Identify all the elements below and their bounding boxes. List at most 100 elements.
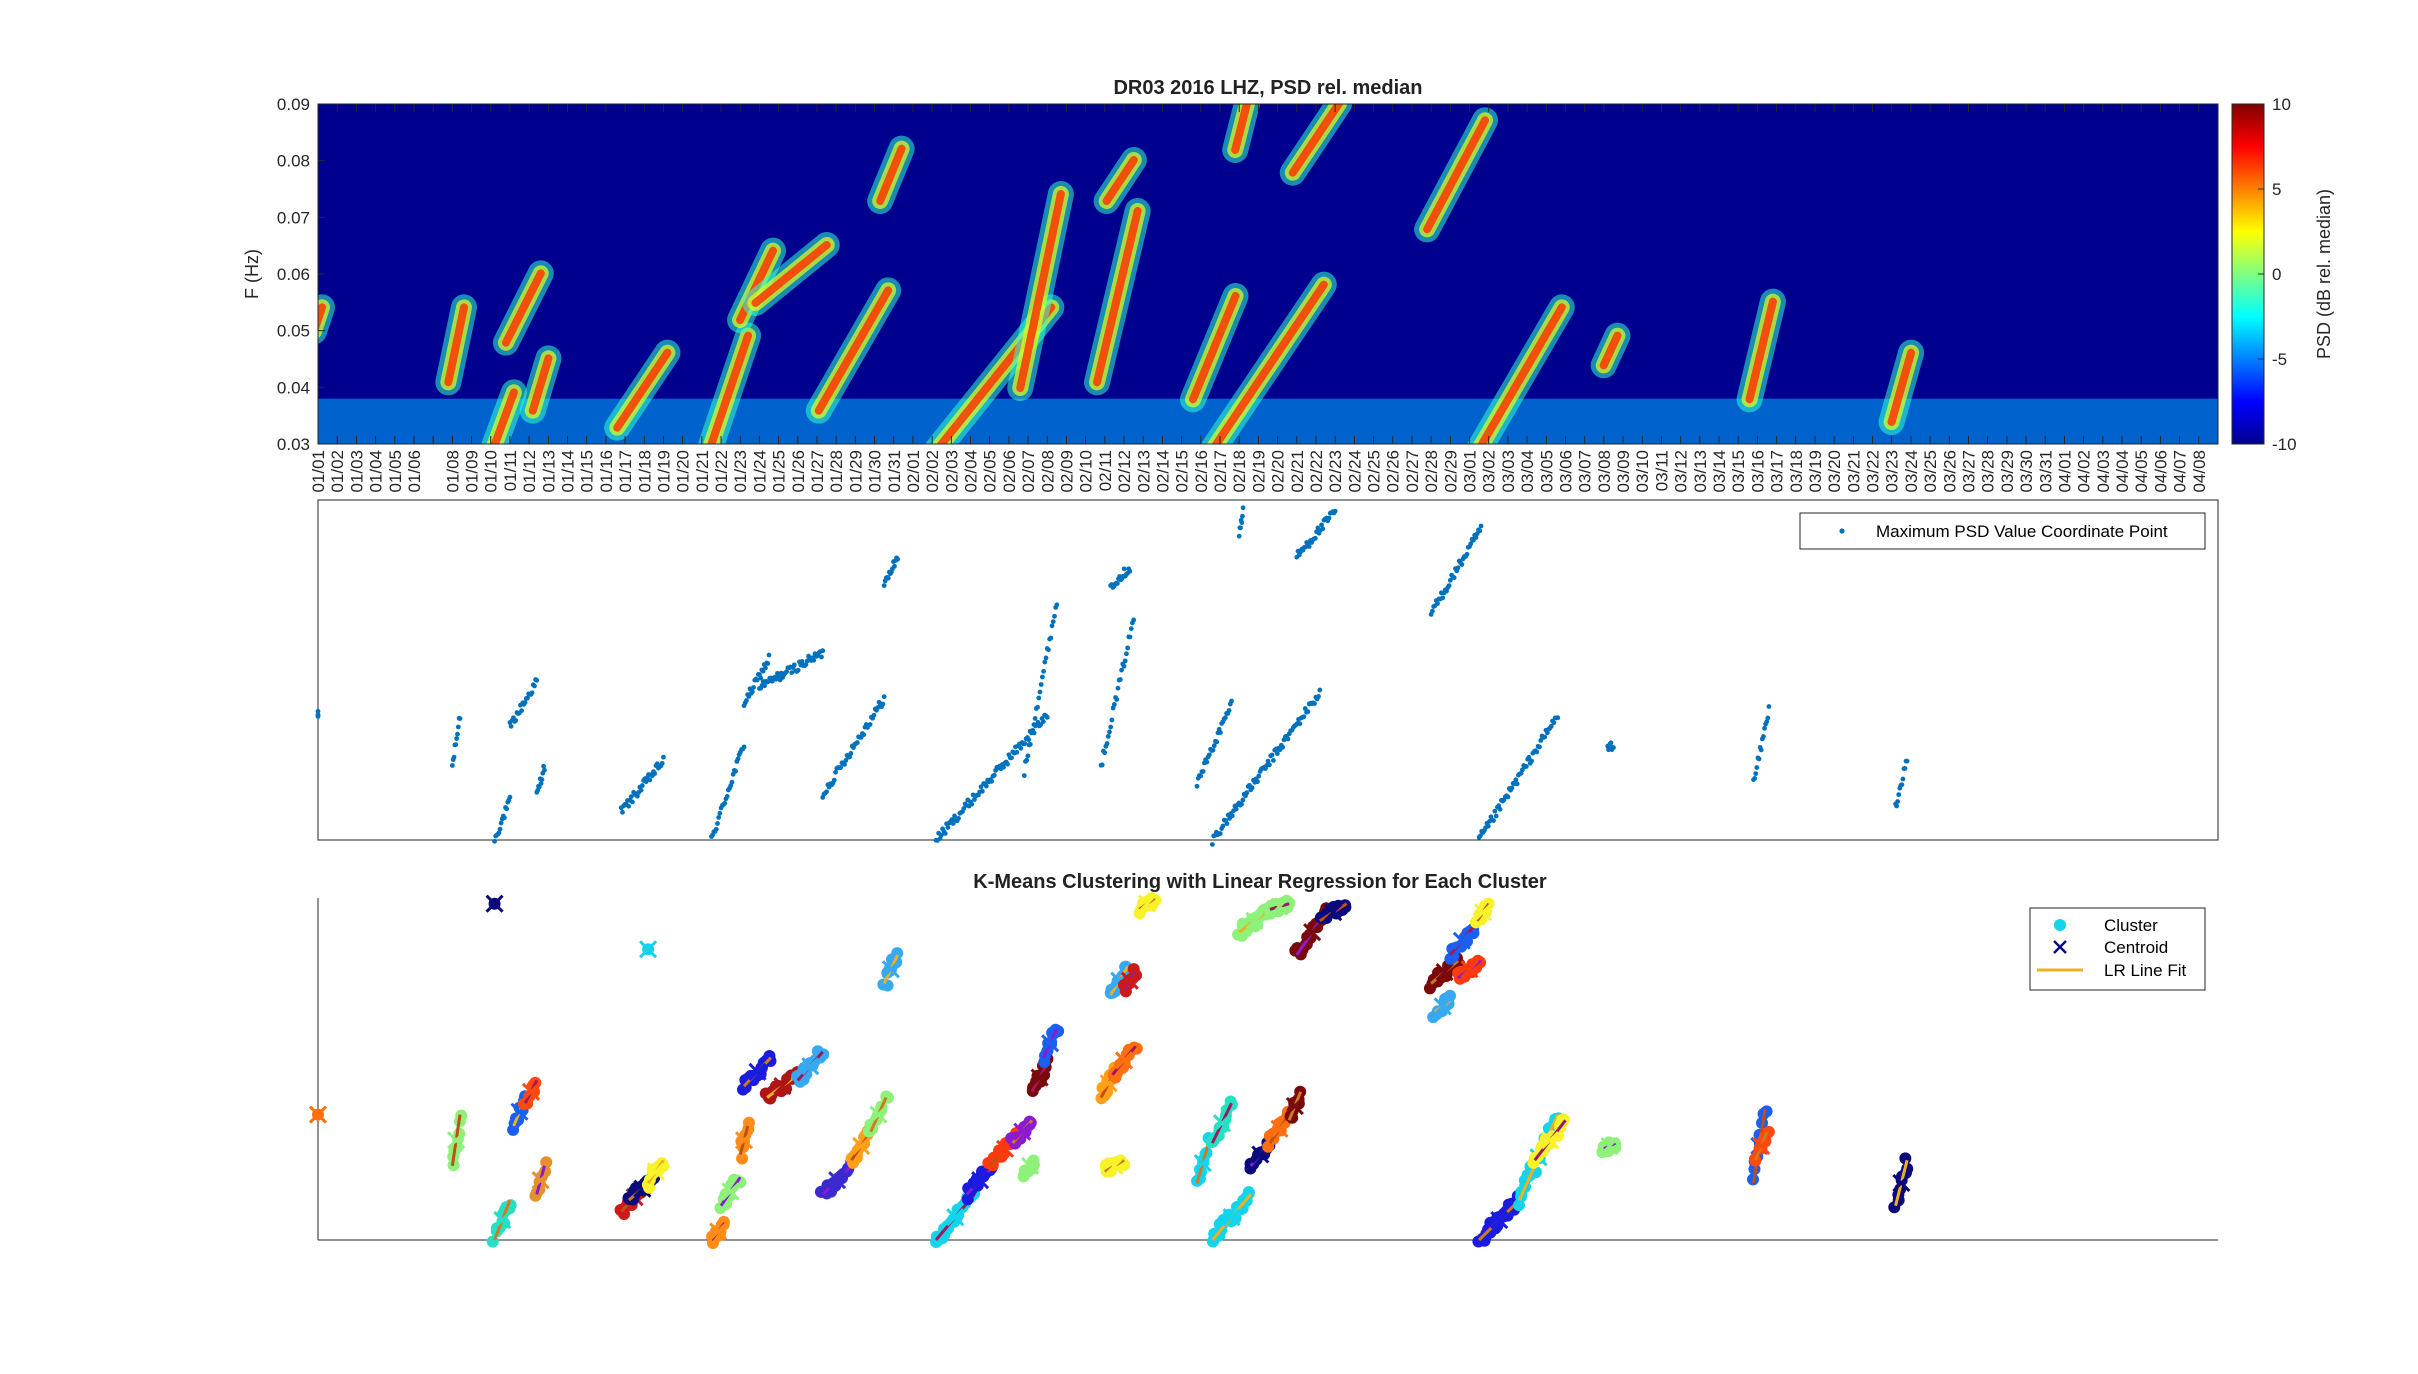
max-psd-point (945, 825, 951, 830)
spectrogram-streak (444, 303, 469, 387)
max-psd-point (1896, 792, 1902, 798)
max-psd-point (1894, 803, 1900, 809)
max-psd-point (1233, 806, 1239, 812)
max-psd-point (504, 806, 510, 812)
spectrogram-x-tick-label: 03/11 (1652, 450, 1671, 491)
max-psd-point (1009, 755, 1014, 761)
kmeans-legend: Cluster Centroid LR Line Fit (2029, 907, 2206, 991)
max-psd-point (1478, 523, 1484, 529)
spectrogram-x-tick-label: 02/09 (1057, 450, 1076, 493)
spectrogram-x-tick-label: 03/16 (1748, 450, 1767, 493)
max-psd-point (1280, 744, 1286, 750)
max-psd-point (949, 817, 955, 823)
spectrogram-x-tick-label: 01/20 (674, 450, 693, 493)
max-psd-point (880, 701, 886, 707)
spectrogram-x-tick-label: 03/10 (1633, 450, 1652, 493)
max-psd-point (1537, 744, 1542, 750)
centroid-marker (869, 1105, 888, 1124)
spectrogram-x-tick-label: 01/10 (482, 450, 501, 493)
max-psd-point (799, 658, 805, 664)
spectrogram-x-tick-label: 03/03 (1499, 450, 1518, 493)
max-psd-point (513, 718, 519, 723)
centroid-marker (801, 1057, 820, 1076)
spectrogram-x-tick-label: 01/21 (693, 450, 712, 493)
max-psd-point (854, 740, 860, 745)
spectrogram-x-tick-label: 01/01 (309, 450, 328, 493)
max-psd-point (811, 657, 817, 663)
kmeans-clusters (308, 892, 1914, 1249)
max-psd-point (838, 765, 844, 770)
centroid-marker (1324, 903, 1343, 922)
spectrogram-x-tick-label: 02/15 (1173, 450, 1192, 493)
spectrogram-y-label: F (Hz) (242, 249, 262, 299)
max-psd-point (1224, 821, 1230, 826)
max-psd-point (1320, 526, 1326, 532)
max-psd-point (824, 789, 829, 795)
spectrogram-x-tick-label: 01/16 (597, 450, 616, 493)
spectrogram-x-tick-label: 02/22 (1307, 450, 1326, 493)
spectrogram-x-tick-label: 02/25 (1365, 450, 1384, 493)
max-psd-legend-label: Maximum PSD Value Coordinate Point (1876, 522, 2168, 541)
spectrogram-y-tick-label: 0.03 (277, 435, 310, 454)
spectrogram-y-tick-label: 0.07 (277, 208, 310, 227)
spectrogram-energy (318, 104, 2218, 444)
spectrogram-x-tick-label: 03/21 (1844, 450, 1863, 493)
colorbar-tick-label: 5 (2272, 180, 2281, 199)
max-psd-point (1756, 756, 1762, 762)
max-psd-point (1104, 741, 1110, 746)
spectrogram-x-tick-label: 02/13 (1134, 450, 1153, 493)
max-psd-point (715, 821, 720, 826)
spectrogram-x-tick-label: 03/27 (1960, 450, 1979, 493)
max-psd-point (1485, 823, 1491, 829)
max-psd-point (659, 760, 665, 766)
max-psd-point (1895, 799, 1901, 804)
max-psd-point (942, 831, 948, 836)
max-psd-point (1222, 715, 1228, 721)
max-psd-point (983, 783, 989, 789)
spectrogram-x-tick-label: 02/12 (1115, 450, 1134, 493)
max-psd-point (1493, 813, 1499, 819)
max-psd-point (1240, 505, 1246, 511)
max-psd-point (1526, 754, 1532, 760)
max-psd-point (1121, 566, 1127, 572)
max-psd-point (1035, 704, 1040, 710)
cluster-point (891, 947, 904, 960)
spectrogram-x-tick-label: 01/22 (712, 450, 731, 493)
max-psd-point (765, 661, 771, 666)
max-psd-point (1447, 577, 1453, 583)
spectrogram-x-tick-label: 01/04 (367, 450, 386, 493)
centroid-marker (493, 1210, 512, 1230)
max-psd-point (1124, 651, 1129, 657)
spectrogram-x-ticks: 01/01 01/02 01/03 01/04 01/05 01/06 01/08 01/09… (309, 104, 2209, 493)
max-psd-point (1108, 724, 1114, 730)
max-psd-point (507, 794, 513, 800)
max-psd-point (1762, 725, 1767, 731)
spectrogram-streak (1102, 156, 1138, 205)
spectrogram-x-tick-label: 02/01 (904, 450, 923, 493)
centroid-marker (1600, 1136, 1619, 1156)
max-psd-point (643, 779, 649, 785)
colorbar-tick-label: -10 (2272, 435, 2297, 454)
spectrogram-x-tick-label: 03/22 (1864, 450, 1883, 493)
max-psd-point (1200, 769, 1206, 774)
max-psd-point (1301, 714, 1307, 720)
spectrogram-x-tick-label: 01/31 (885, 450, 904, 493)
max-psd-point (1468, 541, 1474, 547)
centroid-marker (881, 960, 900, 979)
max-psd-point (1752, 776, 1758, 781)
spectrogram-y-ticks: 0.03 0.04 0.05 0.06 0.07 0.08 0.09 (277, 95, 325, 454)
spectrogram-x-tick-label: 03/14 (1710, 450, 1729, 493)
max-psd-point (1024, 757, 1030, 763)
max-psd-point (741, 744, 747, 750)
max-psd-point (630, 799, 635, 805)
max-psd-point (634, 793, 640, 799)
centroid-marker (1752, 1136, 1771, 1156)
colorbar-ticks: -10 -5 0 5 10 (2258, 95, 2297, 454)
max-psd-point (722, 800, 728, 806)
max-psd-point (1459, 562, 1465, 567)
max-psd-point (454, 736, 460, 741)
cluster-point (312, 1108, 324, 1121)
max-psd-point (529, 690, 535, 696)
max-psd-point (1492, 808, 1498, 814)
max-psd-point (457, 716, 463, 722)
